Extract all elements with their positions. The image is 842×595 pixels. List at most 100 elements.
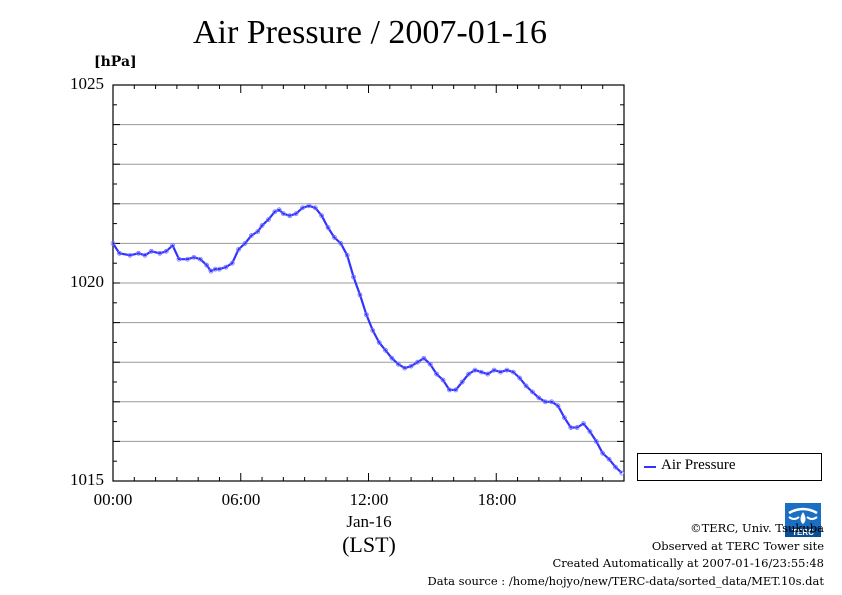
chart-title: Air Pressure / 2007-01-16 [192, 14, 548, 51]
data-point [568, 425, 574, 430]
copyright-text: ©TERC, Univ. Tsukuba [690, 521, 824, 535]
data-point [587, 429, 593, 434]
data-point [517, 375, 523, 381]
data-point [217, 266, 222, 272]
data-point [357, 292, 363, 298]
data-point [459, 379, 465, 385]
legend: Air Pressure [637, 453, 822, 481]
svg-text:TERC: TERC [792, 528, 814, 537]
data-point [395, 361, 401, 367]
series-air-pressure [110, 203, 625, 476]
data-point [383, 347, 388, 353]
x-tick-label: 18:00 [477, 490, 517, 509]
data-point [370, 328, 376, 333]
data-point [504, 367, 510, 373]
data-point [530, 389, 535, 395]
data-point [485, 371, 491, 377]
data-point [287, 213, 293, 219]
data-point [510, 369, 516, 375]
axis-ticks [112, 84, 625, 482]
data-point [447, 387, 452, 393]
data-point [148, 248, 154, 254]
data-point [319, 213, 325, 219]
data-point [491, 367, 497, 373]
data-point [280, 211, 286, 217]
data-point [574, 425, 580, 430]
data-point [170, 242, 176, 248]
data-point [351, 274, 356, 280]
data-point [236, 246, 242, 252]
x-tick-label: 06:00 [221, 490, 261, 509]
data-point [421, 355, 427, 361]
data-point [229, 260, 235, 266]
legend-swatch [644, 466, 656, 468]
x-tick-label: 00:00 [93, 490, 133, 509]
data-point [389, 355, 395, 361]
credits-block: ©TERC, Univ. Tsukuba Observed at TERC To… [427, 520, 824, 590]
data-point [338, 240, 344, 246]
data-point [300, 205, 305, 211]
data-point [523, 383, 529, 389]
data-point [402, 365, 408, 371]
data-point [116, 250, 122, 256]
data-point [136, 250, 141, 256]
data-point [344, 252, 350, 258]
series-line [112, 204, 623, 474]
data-point [593, 438, 599, 444]
data-point [185, 256, 190, 262]
data-point [248, 233, 254, 238]
data-point [600, 450, 606, 456]
y-tick-label: 1015 [70, 470, 104, 489]
data-point [542, 399, 548, 405]
data-point [498, 369, 503, 375]
data-point [127, 252, 133, 258]
y-axis-unit-label: [hPa] [94, 54, 137, 70]
data-point [242, 240, 248, 246]
data-point [472, 367, 478, 373]
data-point [440, 377, 446, 383]
data-point [478, 369, 484, 375]
data-point [208, 268, 214, 274]
data-point [613, 464, 618, 470]
data-point [408, 363, 414, 369]
data-point [272, 209, 278, 215]
data-point [332, 235, 337, 240]
data-point [176, 256, 182, 262]
data-point [223, 264, 229, 270]
data-point [204, 262, 210, 268]
data-point [163, 248, 169, 254]
y-tick-label: 1020 [70, 272, 104, 291]
data-point [466, 371, 471, 377]
data-point [142, 252, 148, 258]
data-point [427, 361, 433, 367]
data-point [453, 387, 459, 393]
data-point [157, 250, 163, 256]
data-point [197, 256, 203, 262]
y-tick-label: 1025 [70, 74, 104, 93]
data-point [255, 229, 261, 234]
data-point [266, 217, 271, 223]
data-point [363, 312, 369, 318]
observed-text: Observed at TERC Tower site [651, 538, 824, 553]
data-point [293, 211, 299, 217]
data-point [581, 421, 586, 426]
data-point [259, 223, 265, 228]
data-point [619, 470, 625, 476]
data-point [110, 240, 116, 246]
data-point [434, 371, 440, 377]
terc-logo-icon: TERC [785, 503, 821, 537]
data-point [325, 225, 331, 230]
data-point [415, 359, 420, 365]
source-text: Data source : /home/hojyo/new/TERC-data/… [427, 573, 824, 588]
data-point [561, 415, 567, 421]
x-axis-date-label: Jan-16 [346, 512, 392, 531]
data-point [376, 339, 382, 345]
data-point [536, 395, 542, 401]
legend-label: Air Pressure [661, 457, 736, 473]
data-point [306, 203, 312, 209]
x-tick-label: 12:00 [349, 490, 389, 509]
data-point [555, 403, 561, 409]
x-axis-title: (LST) [342, 532, 396, 557]
data-point [312, 205, 318, 211]
